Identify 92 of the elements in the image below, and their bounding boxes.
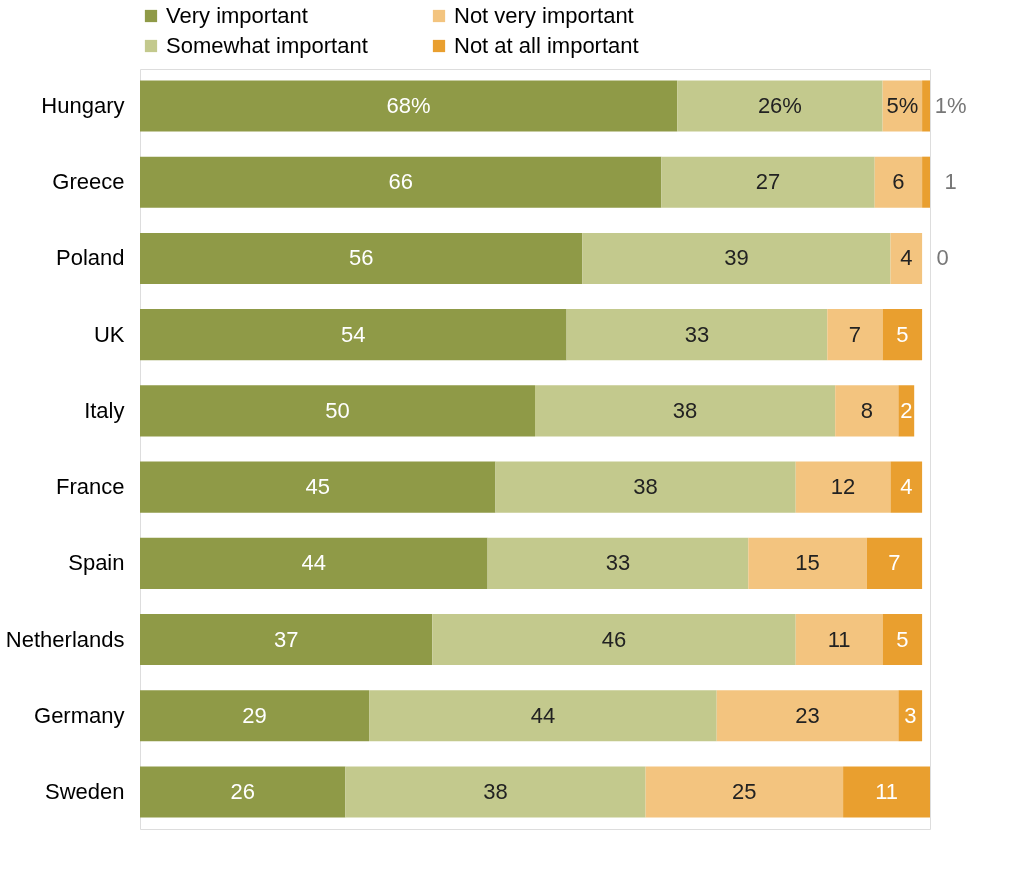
data-label: 15 [795, 550, 820, 576]
bar [432, 614, 796, 666]
bar [140, 232, 583, 284]
data-label: 56 [348, 245, 374, 271]
bar [645, 766, 844, 818]
data-label: 6 [892, 169, 905, 195]
data-label: 27 [755, 169, 781, 195]
bar [369, 690, 717, 742]
data-label: 50 [325, 397, 350, 423]
bar [748, 537, 867, 589]
legend-label: Somewhat important [166, 33, 368, 58]
legend-label: Not very important [454, 3, 634, 28]
data-label: 44 [530, 702, 556, 728]
bar [882, 309, 923, 361]
y-tick-label: France [56, 474, 125, 500]
data-label: 5% [886, 92, 919, 118]
y-tick-label: Greece [52, 169, 125, 195]
bar [140, 156, 662, 208]
y-tick-label: Italy [84, 397, 125, 423]
data-label: 33 [605, 550, 631, 576]
bar [345, 766, 646, 818]
data-label: 7 [888, 550, 901, 576]
data-label: 66 [388, 169, 413, 195]
legend-label: Very important [166, 3, 308, 28]
data-label: 5 [896, 626, 909, 652]
data-label: 46 [601, 626, 627, 652]
y-tick-label: Poland [55, 245, 125, 271]
bar [140, 80, 678, 132]
bar [866, 537, 923, 589]
data-label: 38 [672, 397, 698, 423]
data-label: 68% [386, 92, 431, 118]
data-label: 11 [827, 626, 851, 652]
bar [487, 537, 749, 589]
data-label: 4 [900, 245, 913, 271]
data-label: 2 [900, 397, 913, 423]
bar [898, 385, 915, 437]
data-label: 7 [848, 321, 862, 347]
bar [677, 80, 883, 132]
data-label: 44 [301, 550, 327, 576]
bar [582, 232, 891, 284]
y-tick-label: Sweden [44, 779, 125, 805]
data-label: 25 [732, 779, 757, 805]
bar [535, 385, 836, 437]
data-label: 3 [904, 702, 917, 728]
bar [140, 614, 433, 666]
bar [495, 461, 796, 513]
data-label: 29 [242, 702, 267, 728]
data-label: 5 [896, 321, 909, 347]
y-tick-label: Hungary [41, 92, 125, 118]
y-tick-label: Spain [68, 550, 125, 576]
bar [890, 461, 923, 513]
bar [843, 766, 930, 818]
bar [898, 690, 923, 742]
bar [140, 766, 346, 818]
data-label: 39 [724, 245, 749, 271]
data-label: 12 [830, 474, 856, 500]
data-label: 33 [684, 321, 710, 347]
bar [890, 232, 923, 284]
bar [922, 80, 930, 132]
bar [827, 309, 883, 361]
data-label: 1 [944, 169, 957, 195]
data-label: 26% [757, 92, 802, 118]
data-label: 54 [341, 321, 366, 347]
legend-label: Not at all important [454, 33, 639, 58]
bar [835, 385, 899, 437]
bar [140, 537, 488, 589]
bar [795, 461, 891, 513]
y-tick-label: Netherlands [5, 626, 125, 652]
data-label: 26 [230, 779, 255, 805]
data-label: 45 [305, 474, 330, 500]
data-label: 11 [875, 779, 898, 805]
data-label: 38 [483, 779, 508, 805]
bar [140, 385, 535, 437]
bar [140, 461, 496, 513]
y-tick-label: UK [93, 321, 125, 347]
bar [140, 690, 370, 742]
data-label: 1% [934, 92, 967, 118]
bar [566, 309, 828, 361]
bar [716, 690, 899, 742]
data-label: 0 [936, 245, 949, 271]
data-label: 37 [273, 626, 299, 652]
bar [874, 156, 923, 208]
data-label: 38 [633, 474, 658, 500]
bar [882, 614, 923, 666]
y-tick-label: Germany [34, 702, 125, 728]
data-label: 8 [860, 397, 873, 423]
data-label: 23 [795, 702, 820, 728]
bar [140, 309, 567, 361]
bar [661, 156, 875, 208]
bar [795, 614, 883, 666]
bar [922, 156, 930, 208]
data-label: 4 [900, 474, 913, 500]
